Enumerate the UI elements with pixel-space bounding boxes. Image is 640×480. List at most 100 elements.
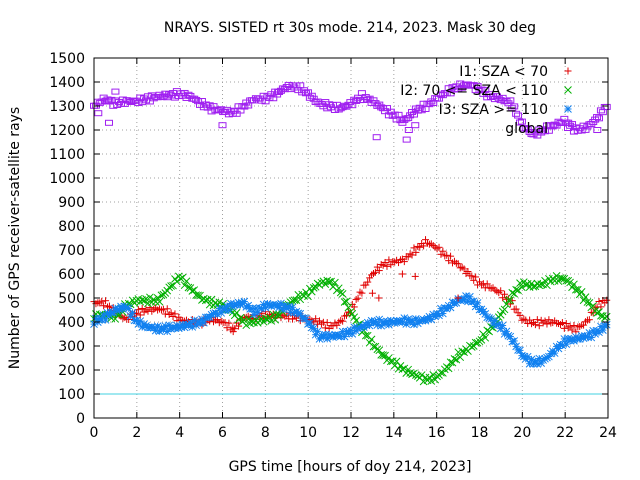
data-point [284, 302, 293, 311]
outlier-point [218, 122, 227, 129]
data-point [167, 282, 175, 290]
series-star [90, 292, 611, 368]
data-point [102, 297, 110, 305]
outlier-point [404, 127, 413, 133]
data-point [501, 290, 509, 298]
data-point [454, 260, 462, 268]
data-point [422, 236, 430, 244]
data-point [101, 316, 110, 324]
data-point [595, 115, 604, 122]
data-point [515, 119, 524, 126]
data-point [510, 337, 519, 345]
data-point [163, 305, 171, 313]
y-tick-label: 700 [58, 243, 85, 259]
y-tick-label: 500 [58, 291, 85, 307]
data-point [535, 322, 543, 330]
outlier-point [593, 127, 602, 133]
y-tick-label: 1500 [49, 51, 85, 67]
y-tick-label: 800 [58, 219, 85, 235]
data-point [437, 250, 445, 258]
data-point [583, 298, 592, 306]
data-point [477, 336, 486, 344]
data-point [528, 320, 536, 328]
data-point [371, 268, 379, 276]
data-point [344, 303, 353, 312]
data-point [416, 243, 424, 251]
data-point [248, 304, 256, 313]
data-point [400, 258, 408, 266]
data-point [550, 349, 559, 357]
legend-label: I2: 70 <= SZA < 110 [400, 83, 548, 99]
data-point [464, 268, 472, 276]
data-point [576, 322, 584, 330]
data-point [598, 109, 607, 116]
data-point [363, 318, 372, 327]
data-point [472, 273, 480, 281]
legend-marker [564, 67, 572, 75]
data-point [312, 315, 320, 323]
data-point [356, 288, 364, 296]
data-point [468, 272, 476, 280]
x-tick-label: 20 [513, 425, 531, 441]
outlier-point [402, 136, 411, 143]
data-point [111, 315, 120, 323]
data-point [334, 284, 343, 293]
data-point [309, 324, 318, 333]
data-point [526, 316, 534, 324]
data-point [481, 333, 490, 342]
data-point [98, 297, 106, 305]
data-point [497, 287, 505, 295]
y-tick-label: 300 [58, 339, 85, 355]
data-point [573, 285, 582, 294]
data-point [171, 310, 179, 318]
data-point [593, 114, 602, 121]
x-tick-label: 4 [175, 425, 184, 441]
x-tick-label: 22 [556, 425, 574, 441]
data-point [331, 278, 339, 287]
data-point [341, 312, 349, 320]
data-point [231, 325, 239, 333]
x-tick-label: 24 [599, 425, 617, 441]
legend-label: I3: SZA >= 110 [439, 102, 548, 118]
data-point [517, 118, 526, 125]
data-point [435, 243, 443, 251]
outlier-point [398, 270, 406, 278]
chart-title: NRAYS. SISTED rt 30s mode. 214, 2023. Ma… [164, 20, 536, 36]
x-axis-label: GPS time [hours of doy 214, 2023] [229, 459, 472, 475]
data-point [242, 321, 251, 330]
y-axis: 0 100 200 300 400 500 600 700 800 900 1000 1100 1200… [49, 51, 608, 427]
data-point [136, 311, 144, 319]
data-point [498, 321, 507, 330]
x-tick-label: 16 [428, 425, 446, 441]
data-point [385, 256, 393, 264]
data-point [379, 351, 387, 359]
data-point [483, 280, 491, 288]
data-point [552, 271, 561, 280]
data-point [410, 244, 418, 252]
y-tick-label: 1300 [49, 99, 85, 115]
data-point [342, 297, 351, 306]
data-point [508, 288, 517, 297]
data-point [153, 294, 162, 302]
data-point [321, 280, 330, 289]
data-point [585, 316, 593, 324]
data-point [476, 278, 483, 286]
legend-marker [564, 86, 572, 94]
outlier-point [372, 134, 381, 141]
data-point [439, 369, 447, 377]
outlier-point [111, 88, 120, 95]
outlier-point [94, 110, 103, 117]
data-point [340, 298, 349, 306]
data-point [128, 308, 137, 317]
data-point [412, 248, 420, 256]
data-point [161, 310, 169, 318]
data-point [182, 277, 191, 286]
x-axis: 0 2 4 6 8 10 12 14 16 18 20 22 24 [90, 58, 617, 441]
data-point [445, 257, 453, 265]
outlier-point [411, 272, 419, 280]
data-point [173, 277, 181, 286]
legend: I1: SZA < 70 I2: 70 <= SZA < 110 I3: SZA >… [400, 64, 572, 137]
data-point [350, 303, 358, 311]
data-point [514, 286, 522, 295]
data-point [151, 297, 160, 306]
